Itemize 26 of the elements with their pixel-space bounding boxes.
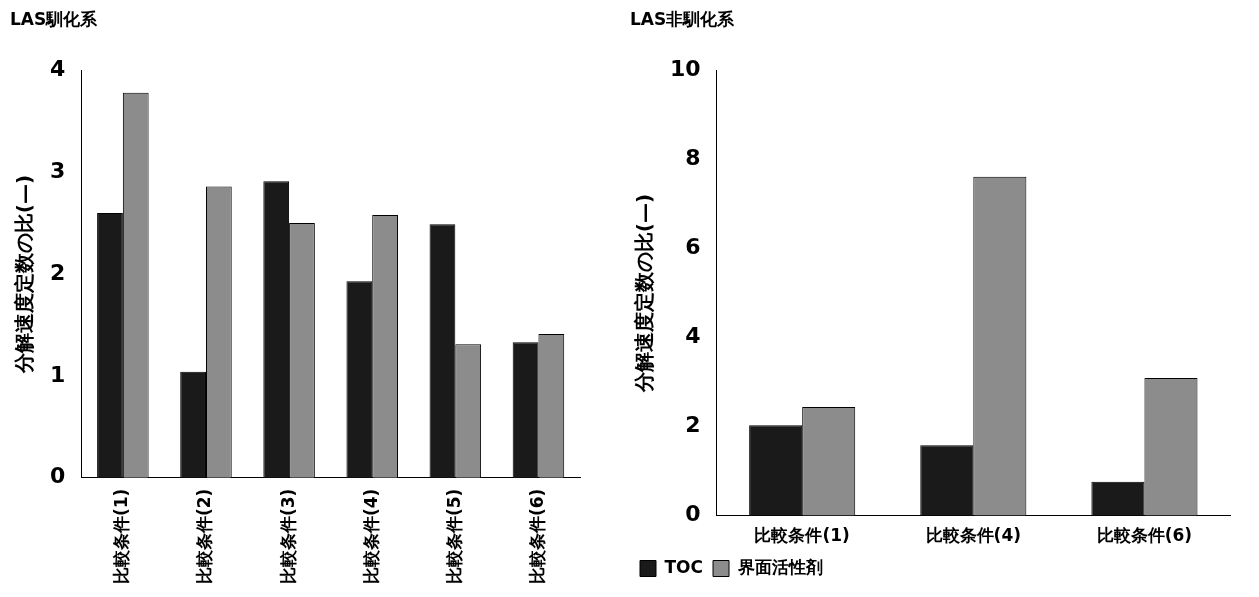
- x-tick-label: 比較条件(4): [360, 488, 381, 585]
- y-tick-label: 6: [685, 234, 701, 260]
- y-tick-label: 2: [685, 412, 701, 438]
- y-tick-label: 2: [50, 259, 66, 285]
- y-tick-label: 4: [50, 56, 66, 82]
- x-tick-label: 比較条件(1): [111, 488, 132, 585]
- x-tick-label: 比較条件(6): [1096, 525, 1193, 546]
- y-tick-label: 4: [685, 323, 701, 349]
- chart-title: LAS馴化系: [10, 8, 99, 29]
- x-tick-label: 比較条件(4): [925, 525, 1021, 546]
- x-tick-label: 比較条件(2): [194, 488, 215, 585]
- x-tick-label: 比較条件(1): [754, 525, 850, 546]
- y-tick-label: 10: [669, 56, 701, 82]
- x-tick-label: 比較条件(5): [443, 488, 464, 585]
- y-tick-label: 1: [50, 361, 66, 387]
- x-tick-label: 比較条件(3): [277, 488, 298, 585]
- chart-title: LAS非馴化系: [630, 8, 736, 29]
- y-tick-label: 0: [685, 501, 701, 527]
- legend-label: TOC: [664, 556, 704, 577]
- legend-label: 界面活性剤: [736, 556, 823, 577]
- x-tick-label: 比較条件(6): [526, 488, 547, 585]
- y-tick-label: 3: [50, 157, 66, 183]
- y-tick-label: 0: [50, 463, 66, 489]
- y-axis-title: 分解速度定数の比(—): [632, 193, 657, 394]
- y-axis-title: 分解速度定数の比(—): [12, 174, 37, 375]
- y-tick-label: 8: [685, 145, 701, 171]
